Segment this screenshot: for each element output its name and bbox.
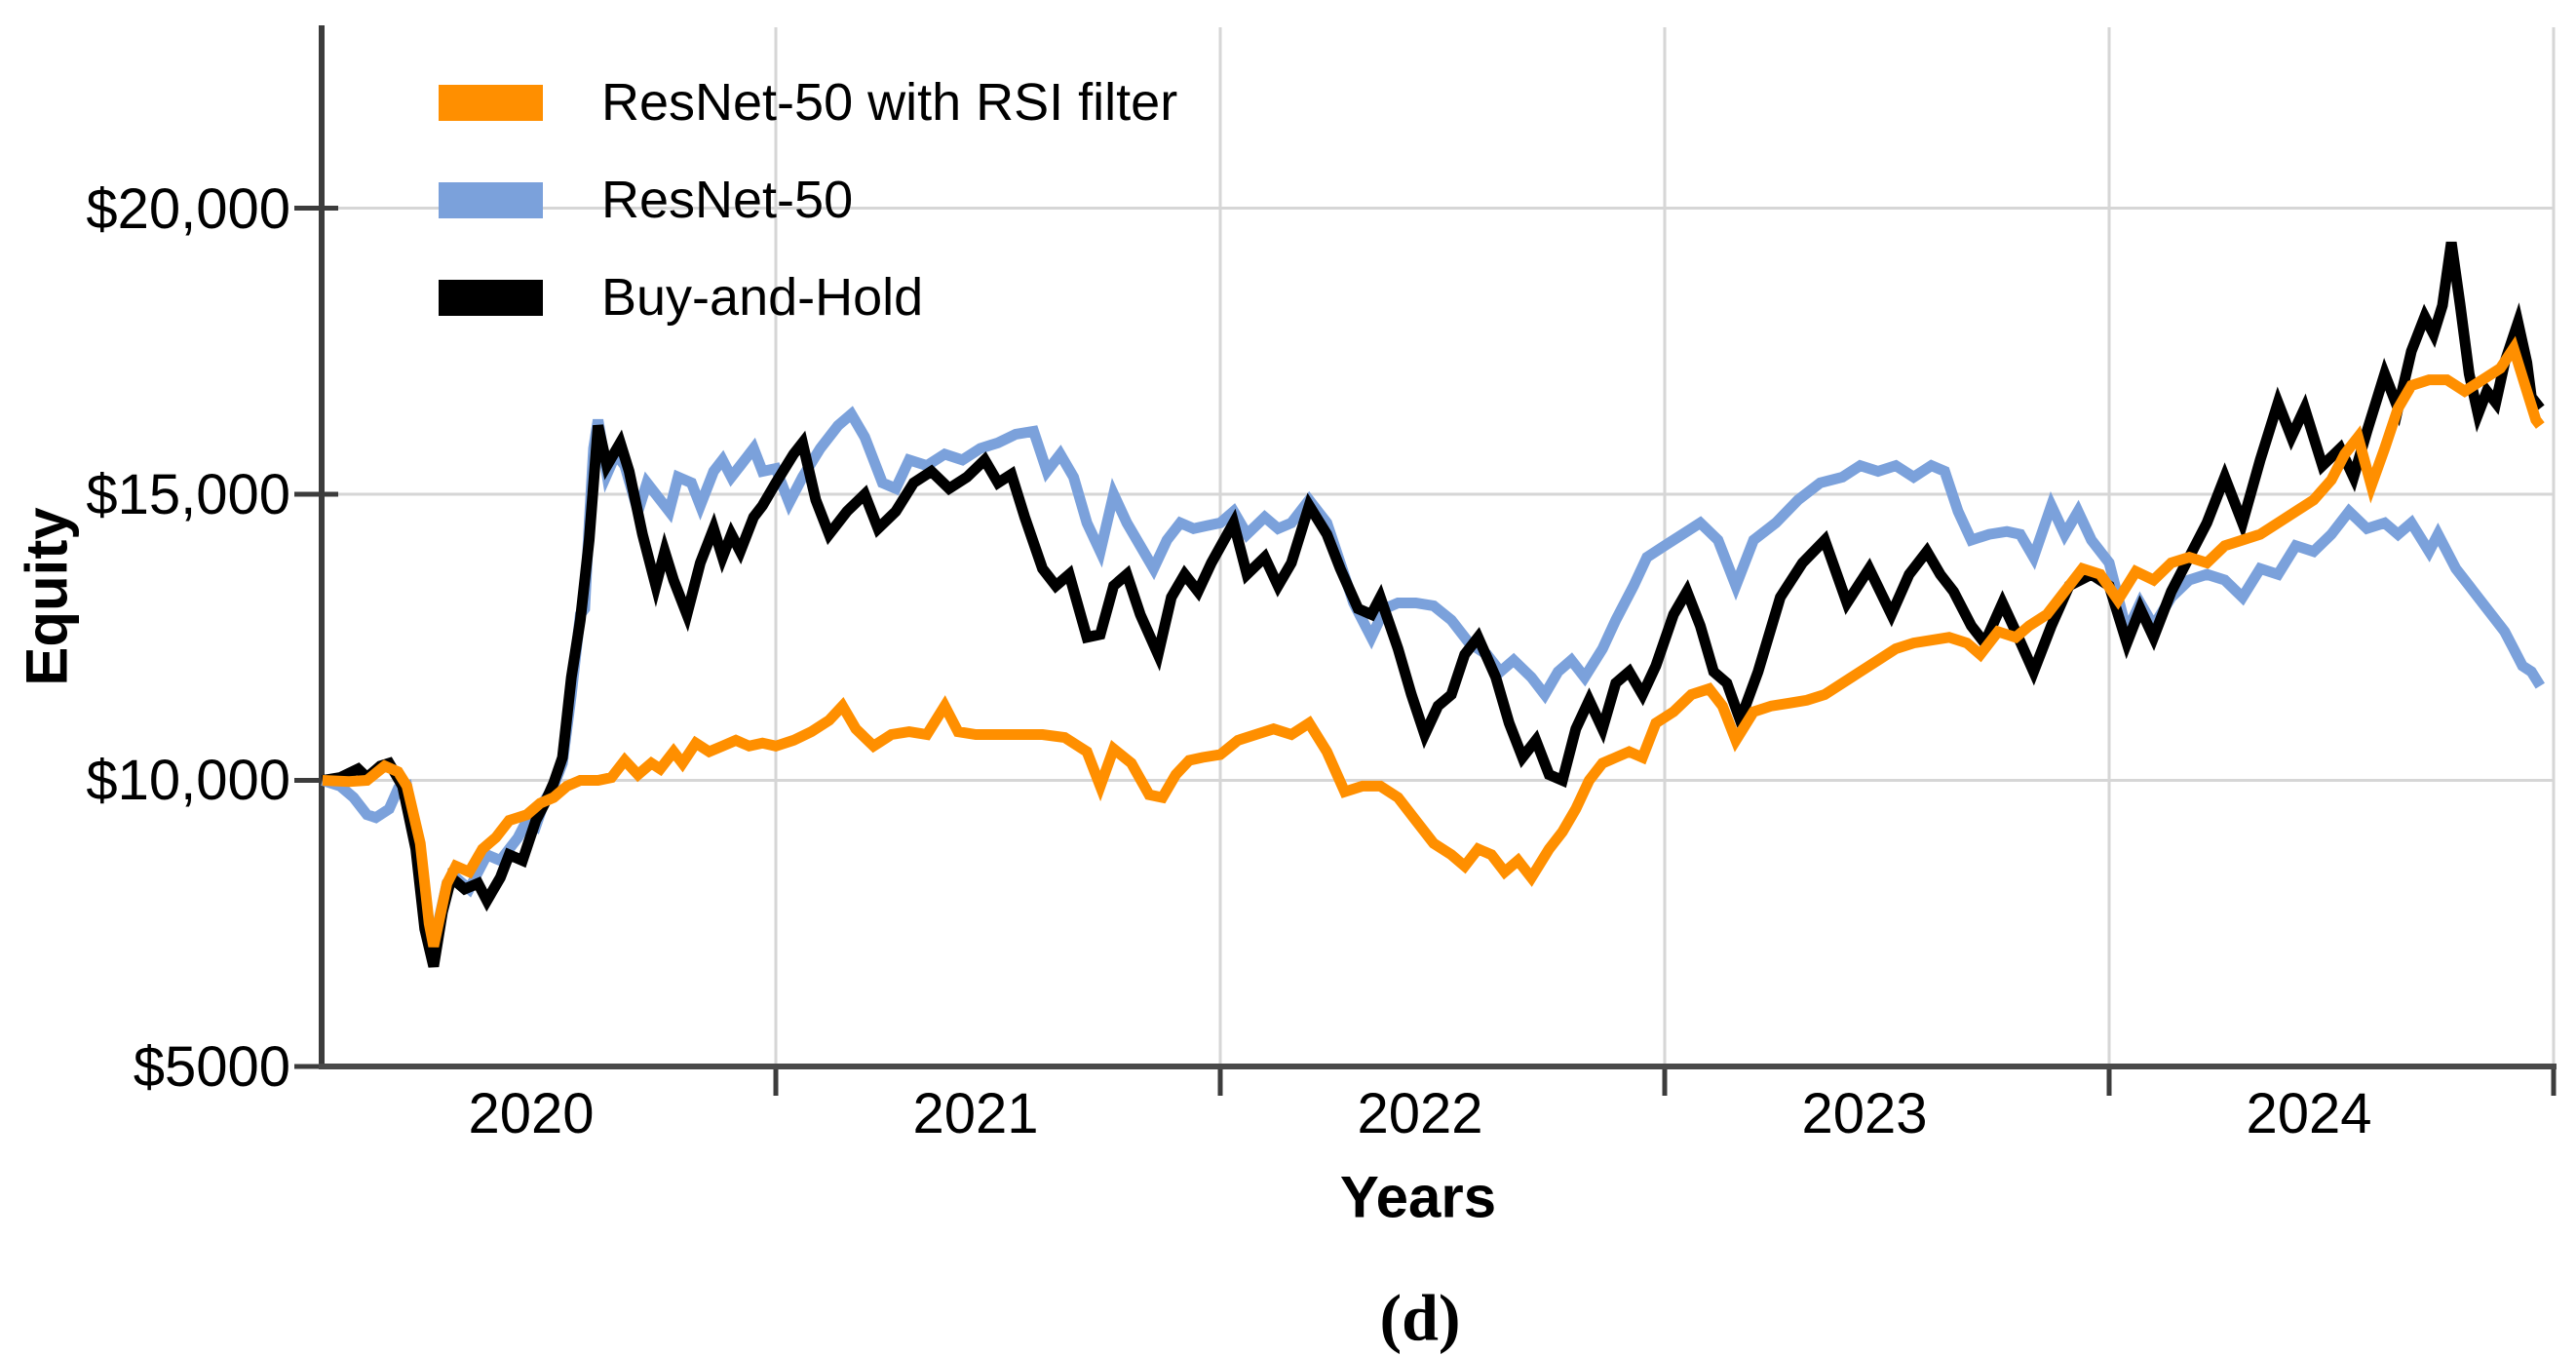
legend-row-resnet50: ResNet-50 [439,151,1177,249]
legend-label-rsi-filter: ResNet-50 with RSI filter [601,73,1178,132]
x-tick-label-2022: 2022 [1357,1082,1483,1145]
legend: ResNet-50 with RSI filter ResNet-50 Buy-… [439,54,1177,346]
legend-row-buy-and-hold: Buy-and-Hold [439,249,1177,346]
x-tick-label-2023: 2023 [1801,1082,1928,1145]
legend-swatch-blue-line-icon [439,181,543,218]
y-tick-label-10000: $10,000 [86,749,290,812]
series-line-buy-and-hold [322,241,2545,968]
subplot-caption: (d) [1379,1280,1461,1355]
x-tick-label-2020: 2020 [468,1082,595,1145]
legend-swatch-black-line-icon [439,279,543,316]
y-tick-label-5000: $5000 [133,1035,290,1099]
y-tick-label-20000: $20,000 [86,177,290,241]
legend-row-rsi-filter: ResNet-50 with RSI filter [439,54,1177,151]
legend-swatch-orange-line-icon [439,84,543,121]
x-axis-title: Years [1339,1164,1497,1230]
y-tick-label-15000: $15,000 [86,463,290,526]
x-tick-label-2021: 2021 [912,1082,1039,1145]
x-tick-label-2024: 2024 [2246,1082,2372,1145]
legend-label-buy-and-hold: Buy-and-Hold [601,268,924,327]
legend-label-resnet50: ResNet-50 [601,171,854,229]
series-line-resnet-50-with-rsi-filter [322,335,2545,948]
y-axis-title: Equity [14,507,80,686]
